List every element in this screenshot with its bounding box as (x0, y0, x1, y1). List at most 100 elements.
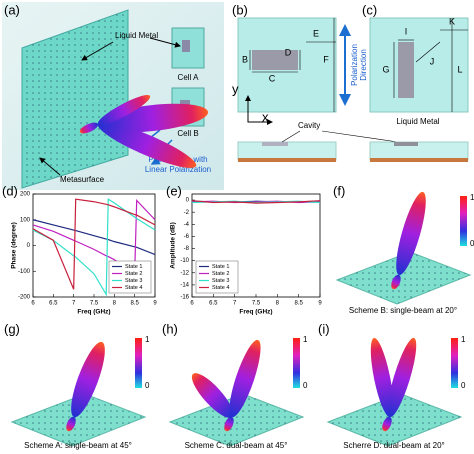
colorbar-min: 0 (303, 381, 308, 390)
cavity (262, 142, 288, 146)
x-tick-label: 6.5 (209, 301, 218, 307)
series-line (191, 200, 321, 204)
beam-lobe (387, 337, 417, 418)
dim-label: I (405, 26, 408, 36)
y-axis-label: Amplitude (dB) (170, 222, 177, 269)
x-tick-label: 7.5 (90, 301, 99, 307)
y-tick-label: -100 (18, 269, 31, 275)
legend-label: State 4 (125, 285, 142, 291)
series-line (32, 198, 156, 290)
beam-lobe (382, 416, 392, 432)
series-line (191, 200, 321, 204)
pointer (149, 37, 181, 48)
dim-label: J (430, 56, 435, 66)
y-tick-label: -6 (184, 234, 190, 240)
cell-a-metal (182, 40, 190, 52)
dim-label: E (313, 28, 319, 38)
caption: Scherre D: dual-beam at 20° (343, 441, 444, 450)
y-tick-label: -200 (18, 295, 31, 301)
panel-label: (a) (4, 2, 20, 17)
x-tick-label: 6 (31, 301, 35, 307)
unit-cell (369, 17, 469, 113)
colorbar (293, 338, 300, 388)
legend-label: State 1 (212, 264, 229, 270)
y-tick-label: -10 (180, 258, 189, 264)
x-axis-label: Freq (GHz) (239, 309, 272, 316)
panel-label: (d) (2, 183, 18, 198)
y-tick-label: 100 (20, 217, 31, 223)
x-tick-label: 7.5 (252, 301, 261, 307)
pointer (321, 130, 399, 143)
beam-lobe (391, 274, 401, 290)
colorbar-min: 0 (461, 381, 466, 390)
panel-label: (b) (232, 2, 248, 17)
ground-plane-cells (12, 394, 145, 446)
panel-label: (i) (318, 321, 330, 336)
x-tick-label: 9 (153, 301, 157, 307)
y-tick-label: -12 (180, 270, 189, 276)
beam-lobe (370, 337, 394, 418)
panel-label: (g) (4, 321, 20, 336)
axis-y: y (232, 81, 239, 96)
ground (238, 158, 336, 162)
colorbar (460, 196, 467, 246)
label: Liquid Metal (396, 117, 439, 126)
x-tick-label: 7 (233, 301, 237, 307)
y-axis-label: Phase (degree) (11, 222, 18, 269)
colorbar-min: 0 (470, 239, 474, 248)
colorbar-max: 1 (303, 335, 308, 344)
series-line (32, 198, 156, 297)
panel-label: (f) (333, 183, 345, 198)
beam-lobe (71, 341, 105, 418)
beam-lobe (97, 122, 197, 168)
pointer (281, 130, 301, 143)
label: Direction (359, 49, 368, 81)
y-tick-label: -8 (184, 246, 190, 252)
label: Liquid Metal (115, 31, 158, 40)
colorbar-max: 1 (145, 335, 150, 344)
metasurface-cells (22, 10, 128, 188)
y-tick-label: 200 (20, 192, 31, 198)
x-tick-label: 6 (190, 301, 194, 307)
dim-label: G (382, 64, 389, 74)
label: Cell A (178, 73, 200, 82)
x-axis-label: Freq (GHz) (77, 309, 110, 316)
ground-plane-cells (328, 394, 461, 446)
pointer (39, 157, 61, 176)
colorbar-max: 1 (461, 335, 466, 344)
x-tick-label: 6.5 (49, 301, 58, 307)
x-tick-label: 9 (318, 301, 322, 307)
dim-label: K (449, 16, 455, 26)
beam-lobe (191, 373, 234, 418)
colorbar (135, 338, 142, 388)
y-tick-label: -16 (180, 295, 189, 301)
caption: Scheme C: dual-beam at 45° (185, 441, 288, 450)
ground-plane-cells (337, 252, 470, 304)
x-tick-label: 8.5 (294, 301, 303, 307)
x-tick-label: 8.5 (130, 301, 139, 307)
pointer (81, 41, 114, 61)
colorbar-max: 1 (470, 193, 474, 202)
y-tick-label: -14 (180, 282, 189, 288)
caption: Scheme A: single-beam at 45° (24, 441, 132, 450)
cross-section (369, 141, 469, 161)
x-tick-label: 8 (276, 301, 280, 307)
beam-lobe (224, 416, 234, 432)
ground (370, 158, 468, 162)
label: Cavity (298, 121, 320, 130)
beam-lobe (396, 191, 426, 276)
label: Cell B (177, 129, 198, 138)
dim (415, 41, 441, 63)
legend-label: State 3 (125, 278, 142, 284)
caption: Scheme B: single-beam at 20° (349, 306, 457, 315)
colorbar (451, 338, 458, 388)
x-tick-label: 8 (113, 301, 117, 307)
label: Metasurface (60, 175, 105, 184)
dim-label: B (242, 54, 248, 64)
x-tick-label: 7 (72, 301, 76, 307)
liquid-metal (394, 142, 418, 146)
beam-lobe (79, 122, 99, 134)
label: Linear Polarization (145, 165, 211, 174)
metal (252, 50, 298, 70)
